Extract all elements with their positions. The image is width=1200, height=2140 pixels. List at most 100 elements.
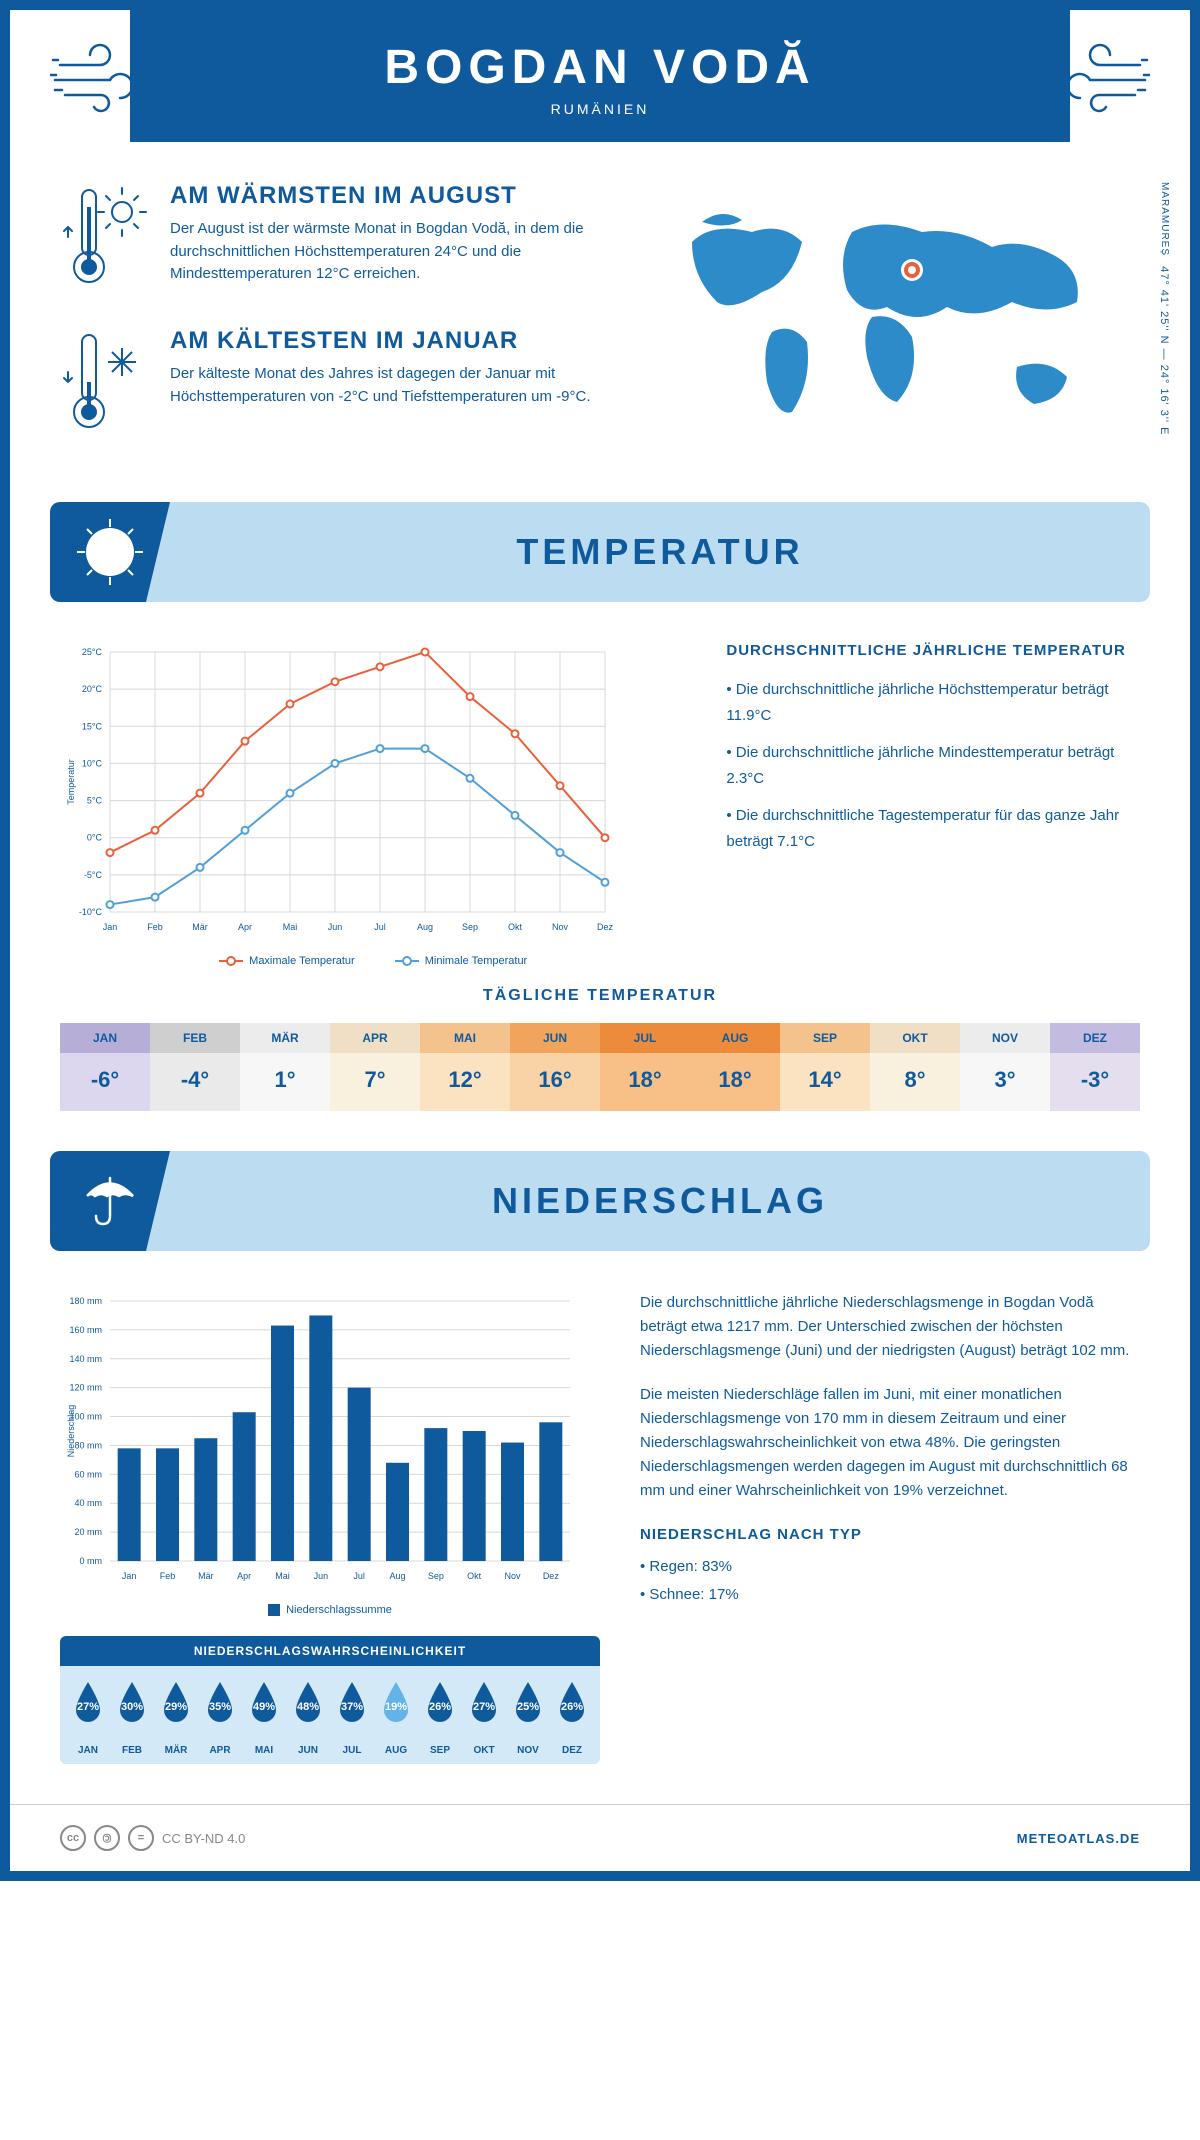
svg-text:0°C: 0°C: [87, 833, 103, 843]
daily-temp-cell: OKT8°: [870, 1023, 960, 1111]
daily-temp-cell: MAI12°: [420, 1023, 510, 1111]
svg-text:60 mm: 60 mm: [74, 1469, 102, 1479]
svg-text:Mär: Mär: [192, 922, 208, 932]
svg-text:Sep: Sep: [462, 922, 478, 932]
prob-cell: 30%FEB: [110, 1678, 154, 1756]
svg-text:Dez: Dez: [597, 922, 614, 932]
svg-text:Aug: Aug: [389, 1571, 405, 1581]
thermometer-sun-icon: [60, 182, 150, 297]
world-map: MARAMUREȘ 47° 41' 25'' N — 24° 16' 3'' E: [662, 182, 1140, 472]
site-name: METEOATLAS.DE: [1017, 1831, 1140, 1846]
coldest-fact: AM KÄLTESTEN IM JANUAR Der kälteste Mona…: [60, 327, 622, 442]
svg-text:80 mm: 80 mm: [74, 1440, 102, 1450]
svg-text:Apr: Apr: [237, 1571, 251, 1581]
svg-text:40 mm: 40 mm: [74, 1498, 102, 1508]
warmest-fact: AM WÄRMSTEN IM AUGUST Der August ist der…: [60, 182, 622, 297]
warmest-heading: AM WÄRMSTEN IM AUGUST: [170, 182, 622, 210]
svg-text:140 mm: 140 mm: [69, 1354, 102, 1364]
precip-type-bullet: • Regen: 83%: [640, 1555, 1140, 1579]
precipitation-bar-chart: 0 mm20 mm40 mm60 mm80 mm100 mm120 mm140 …: [60, 1291, 600, 1616]
svg-text:-10°C: -10°C: [79, 907, 103, 917]
warmest-text: Der August ist der wärmste Monat in Bogd…: [170, 218, 622, 286]
svg-text:Dez: Dez: [543, 1571, 560, 1581]
daily-temp-cell: FEB-4°: [150, 1023, 240, 1111]
svg-text:Jul: Jul: [353, 1571, 365, 1581]
prob-cell: 35%APR: [198, 1678, 242, 1756]
umbrella-icon: [50, 1151, 170, 1251]
prob-cell: 26%DEZ: [550, 1678, 594, 1756]
svg-text:120 mm: 120 mm: [69, 1383, 102, 1393]
annual-temp-bullet: • Die durchschnittliche jährliche Mindes…: [726, 740, 1140, 791]
daily-temp-cell: JUL18°: [600, 1023, 690, 1111]
svg-text:Okt: Okt: [508, 922, 523, 932]
daily-temp-cell: DEZ-3°: [1050, 1023, 1140, 1111]
precip-type-bullet: • Schnee: 17%: [640, 1583, 1140, 1607]
coldest-text: Der kälteste Monat des Jahres ist dagege…: [170, 363, 622, 408]
svg-text:Jan: Jan: [122, 1571, 137, 1581]
svg-text:Niederschlag: Niederschlag: [66, 1405, 76, 1458]
svg-text:20°C: 20°C: [82, 684, 103, 694]
prob-cell: 49%MAI: [242, 1678, 286, 1756]
prob-cell: 25%NOV: [506, 1678, 550, 1756]
svg-text:Jul: Jul: [374, 922, 386, 932]
annual-temp-bullet: • Die durchschnittliche jährliche Höchst…: [726, 677, 1140, 728]
annual-temp-bullet: • Die durchschnittliche Tagestemperatur …: [726, 803, 1140, 854]
svg-text:Jun: Jun: [328, 922, 343, 932]
daily-temp-heading: TÄGLICHE TEMPERATUR: [60, 987, 1140, 1005]
svg-text:-5°C: -5°C: [84, 870, 103, 880]
svg-text:Mär: Mär: [198, 1571, 214, 1581]
svg-text:Feb: Feb: [147, 922, 163, 932]
svg-text:5°C: 5°C: [87, 796, 103, 806]
annual-temp-heading: DURCHSCHNITTLICHE JÄHRLICHE TEMPERATUR: [726, 642, 1140, 659]
precipitation-section-head: NIEDERSCHLAG: [50, 1151, 1150, 1251]
svg-text:Mai: Mai: [283, 922, 298, 932]
svg-text:Nov: Nov: [552, 922, 569, 932]
prob-cell: 48%JUN: [286, 1678, 330, 1756]
svg-text:160 mm: 160 mm: [69, 1325, 102, 1335]
svg-text:Temperatur: Temperatur: [66, 759, 76, 805]
location-title: BOGDAN VODĂ: [190, 40, 1010, 95]
svg-text:180 mm: 180 mm: [69, 1296, 102, 1306]
page-footer: cc🄯= CC BY-ND 4.0 METEOATLAS.DE: [10, 1804, 1190, 1871]
precip-text-1: Die durchschnittliche jährliche Niedersc…: [640, 1291, 1140, 1363]
svg-text:Jan: Jan: [103, 922, 118, 932]
daily-temp-cell: NOV3°: [960, 1023, 1050, 1111]
daily-temp-cell: JAN-6°: [60, 1023, 150, 1111]
chart-legend: Maximale Temperatur Minimale Temperatur: [60, 955, 686, 967]
chart-legend: Niederschlagssumme: [60, 1604, 600, 1616]
prob-cell: 29%MÄR: [154, 1678, 198, 1756]
svg-text:Feb: Feb: [160, 1571, 176, 1581]
svg-text:Apr: Apr: [238, 922, 252, 932]
license-badge: cc🄯= CC BY-ND 4.0: [60, 1825, 245, 1851]
prob-cell: 27%JAN: [66, 1678, 110, 1756]
precip-type-heading: NIEDERSCHLAG NACH TYP: [640, 1523, 1140, 1547]
sun-icon: [50, 502, 170, 602]
daily-temp-table: JAN-6°FEB-4°MÄR1°APR7°MAI12°JUN16°JUL18°…: [60, 1023, 1140, 1111]
prob-cell: 19%AUG: [374, 1678, 418, 1756]
location-subtitle: RUMÄNIEN: [190, 101, 1010, 117]
daily-temp-cell: JUN16°: [510, 1023, 600, 1111]
coordinates: MARAMUREȘ 47° 41' 25'' N — 24° 16' 3'' E: [1158, 182, 1170, 436]
svg-text:Sep: Sep: [428, 1571, 444, 1581]
wind-decor-icon: [1040, 40, 1150, 125]
svg-text:Okt: Okt: [467, 1571, 482, 1581]
daily-temp-cell: APR7°: [330, 1023, 420, 1111]
temperature-section-head: TEMPERATUR: [50, 502, 1150, 602]
svg-text:25°C: 25°C: [82, 647, 103, 657]
prob-cell: 26%SEP: [418, 1678, 462, 1756]
temperature-line-chart: -10°C-5°C0°C5°C10°C15°C20°C25°CJanFebMär…: [60, 642, 686, 967]
svg-text:Jun: Jun: [314, 1571, 329, 1581]
svg-text:Aug: Aug: [417, 922, 433, 932]
temperature-heading: TEMPERATUR: [170, 531, 1150, 573]
precipitation-probability: NIEDERSCHLAGSWAHRSCHEINLICHKEIT 27%JAN30…: [60, 1636, 600, 1764]
prob-cell: 37%JUL: [330, 1678, 374, 1756]
svg-text:0 mm: 0 mm: [80, 1556, 103, 1566]
precip-text-2: Die meisten Niederschläge fallen im Juni…: [640, 1383, 1140, 1503]
daily-temp-cell: AUG18°: [690, 1023, 780, 1111]
page-header: BOGDAN VODĂ RUMÄNIEN: [130, 10, 1070, 142]
thermometer-snow-icon: [60, 327, 150, 442]
svg-text:20 mm: 20 mm: [74, 1527, 102, 1537]
svg-text:Nov: Nov: [504, 1571, 521, 1581]
daily-temp-cell: MÄR1°: [240, 1023, 330, 1111]
precipitation-heading: NIEDERSCHLAG: [170, 1180, 1150, 1222]
